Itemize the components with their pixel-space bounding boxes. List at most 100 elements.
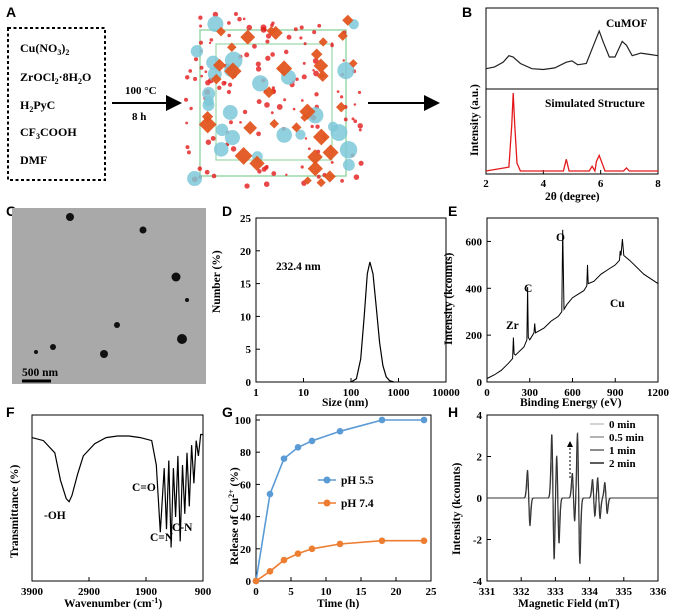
linker-atom <box>300 99 304 102</box>
linker-atom <box>186 150 191 155</box>
linker-atom <box>316 174 321 179</box>
zr-cluster <box>318 37 328 47</box>
linker-atom <box>265 164 269 168</box>
reagent-3: H2PyC <box>20 98 55 114</box>
data-point <box>336 540 344 548</box>
g-ytick-label: 60 <box>240 479 252 491</box>
legend-label: 0 min <box>609 419 636 431</box>
cu-node <box>207 16 224 33</box>
d-ytick-label: 15 <box>240 279 252 291</box>
legend-cumof: CuMOF <box>606 18 648 30</box>
data-point <box>280 455 288 462</box>
linker-atom <box>357 90 362 95</box>
reagent-4: CF3COOH <box>20 125 77 141</box>
cu-node <box>202 87 216 101</box>
linker-atom <box>256 131 261 137</box>
reagent-2: ZrOCl2·8H2O <box>20 70 91 86</box>
linker-atom <box>340 178 344 183</box>
linker-atom <box>260 24 267 31</box>
data-point <box>252 577 260 585</box>
linker-atom <box>270 111 274 115</box>
zr-cluster <box>198 115 217 134</box>
g-ytick-label: 100 <box>235 415 252 427</box>
h-xtick-label: 334 <box>581 586 598 598</box>
zr-cluster <box>216 26 226 37</box>
legend-label: 0.5 min <box>609 432 644 444</box>
linker-atom <box>199 65 204 70</box>
e-xlabel: Binding Energy (eV) <box>520 397 622 409</box>
linker-atom <box>210 135 216 141</box>
d-xtick-label: 10000 <box>432 387 460 399</box>
h-ticks: 331 332 333 334 335 336 -4 -2 0 2 4 <box>473 410 667 598</box>
d-ytick-label: 0 <box>246 377 252 389</box>
linker-atom <box>265 39 270 44</box>
epr-series <box>487 431 658 565</box>
d-xtick-label: 100 <box>343 387 360 399</box>
zr-cluster <box>243 121 258 135</box>
linker-atom <box>227 21 231 25</box>
h-xlabel: Magnetic Field (mT) <box>518 598 620 610</box>
b-xlabel: 2θ (degree) <box>545 191 600 203</box>
linker-atom <box>353 174 360 180</box>
zr-cluster <box>291 122 302 133</box>
cu-node <box>295 129 306 140</box>
nanoparticle <box>139 226 147 234</box>
g-ticks: 0 5 10 15 20 25 0 20 40 60 80 100 <box>235 415 438 598</box>
linker-atom <box>209 38 214 42</box>
linker-atom <box>314 92 319 97</box>
mof-crystal-structure <box>183 11 364 189</box>
legend-simulated: Simulated Structure <box>545 98 645 110</box>
linker-atom <box>189 106 193 111</box>
linker-atom <box>263 181 270 187</box>
linker-atom <box>336 90 340 94</box>
g-ylabel: Release of Cu2+ (%) <box>227 467 241 565</box>
epr-line-2min <box>487 431 658 565</box>
zr-cluster <box>227 42 237 53</box>
cu-node <box>203 96 214 107</box>
cu-node <box>190 45 204 58</box>
b-xtick-label: 8 <box>655 178 661 190</box>
zr-cluster <box>213 58 226 72</box>
linker-atom <box>217 85 222 90</box>
linker-atom <box>227 82 233 87</box>
linker-atom <box>261 166 267 172</box>
linker-atom <box>224 81 227 84</box>
h-ytick-label: 4 <box>477 410 483 422</box>
linker-atom <box>185 121 189 125</box>
linker-atom <box>312 30 317 35</box>
release-series <box>252 416 428 585</box>
g-ytick-label: 40 <box>240 512 252 524</box>
b-xtick-label: 4 <box>541 178 547 190</box>
h-ylabel: Intensity (kcounts) <box>451 462 463 555</box>
cu-node <box>252 75 269 92</box>
linker-atom <box>353 119 358 124</box>
d-plot-frame <box>255 217 447 383</box>
zr-cluster <box>234 146 253 165</box>
d-xtick-label: 1 <box>253 387 259 399</box>
linker-atom <box>256 99 262 105</box>
linker-atom <box>227 33 231 38</box>
g-xtick-label: 5 <box>288 586 294 598</box>
legend-ph74: pH 7.4 <box>341 498 374 510</box>
g-xtick-label: 25 <box>426 586 438 598</box>
cu-node <box>327 121 339 132</box>
nanoparticle <box>50 344 56 350</box>
g-xlabel: Time (h) <box>317 598 359 610</box>
data-point <box>336 427 344 435</box>
cu-node <box>187 171 203 187</box>
linker-atom <box>200 74 204 78</box>
g-ytick-label: 80 <box>240 447 252 459</box>
zr-cluster <box>249 155 265 172</box>
h-xtick-label: 332 <box>513 586 530 598</box>
e-ytick-label: 200 <box>466 330 483 342</box>
f-xtick-label: 1900 <box>135 586 158 598</box>
linker-atom <box>242 109 248 115</box>
d-xlabel: Size (nm) <box>322 397 368 409</box>
linker-atom <box>299 25 304 30</box>
linker-atom <box>188 69 193 73</box>
linker-atom <box>302 61 306 65</box>
linker-atom <box>257 169 262 174</box>
linker-atom <box>286 34 292 40</box>
d-ytick-label: 10 <box>240 311 252 323</box>
b-xticks: 2 4 6 8 <box>483 170 661 190</box>
